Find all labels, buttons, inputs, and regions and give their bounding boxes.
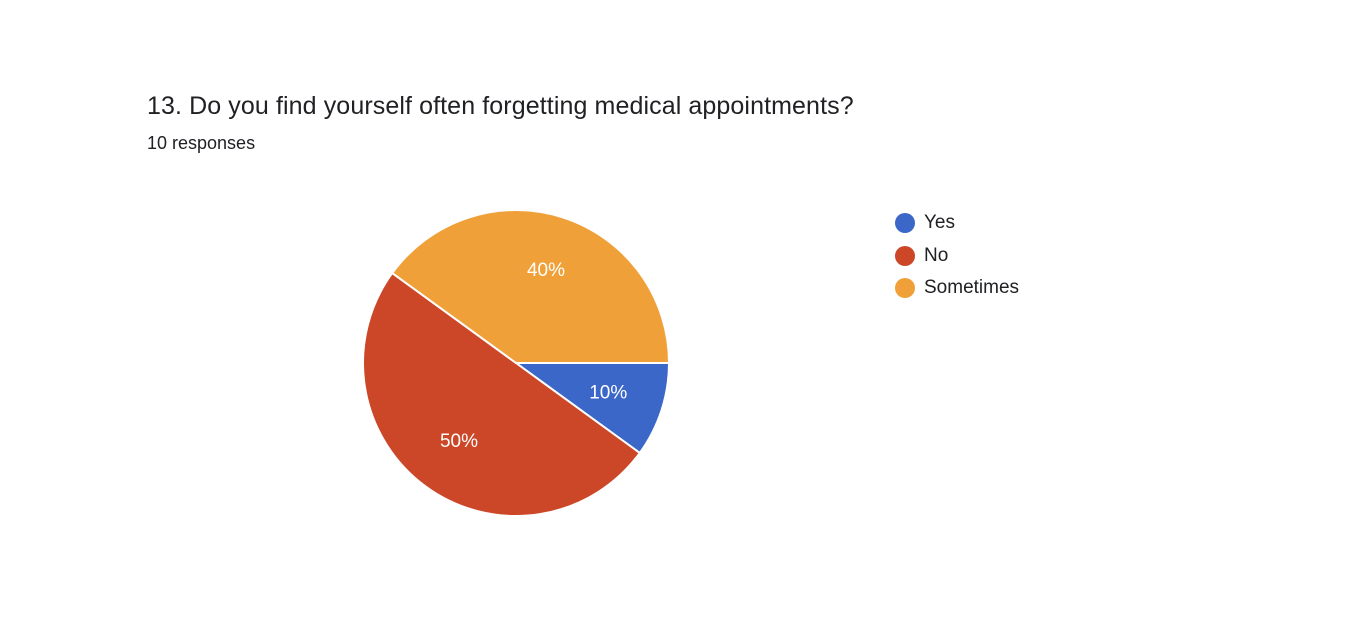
chart-legend: Yes No Sometimes — [895, 207, 1019, 305]
legend-label-sometimes: Sometimes — [924, 277, 1020, 299]
legend-swatch-sometimes — [895, 278, 915, 299]
pie-slice-sometimes[interactable] — [390, 209, 671, 364]
legend-item-yes[interactable]: Yes — [895, 207, 1019, 240]
legend-label-yes: Yes — [924, 212, 955, 234]
pie-slice-no[interactable] — [362, 271, 642, 517]
pie-label-no: 50% — [440, 431, 478, 452]
chart-title: 13. Do you find yourself often forgettin… — [147, 92, 854, 120]
pie-slice-yes[interactable] — [512, 362, 671, 455]
legend-item-sometimes[interactable]: Sometimes — [895, 272, 1019, 305]
legend-swatch-no — [895, 245, 915, 266]
legend-swatch-yes — [895, 213, 915, 234]
legend-item-no[interactable]: No — [895, 240, 1019, 273]
legend-label-no: No — [924, 244, 949, 266]
pie-label-yes: 10% — [589, 382, 627, 403]
response-count: 10 responses — [147, 133, 256, 153]
pie-label-sometimes: 40% — [527, 260, 565, 281]
